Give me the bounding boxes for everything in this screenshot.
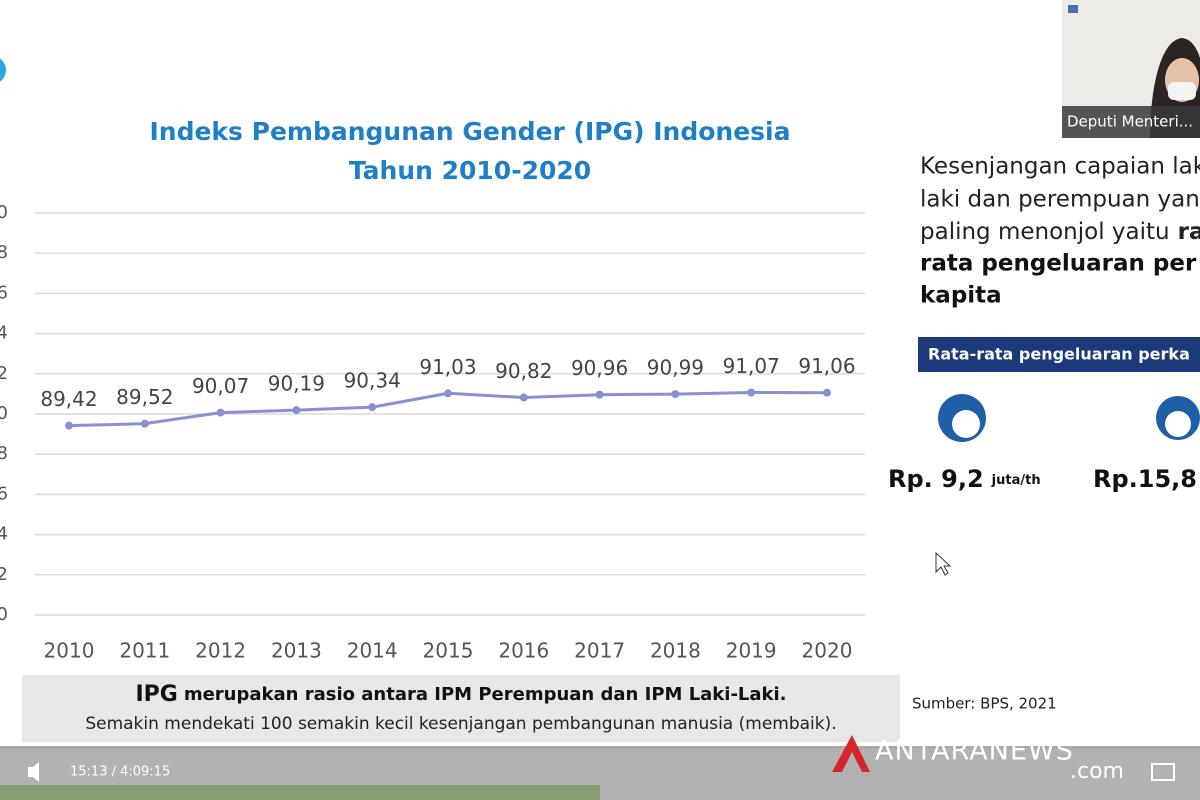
plot: 80 82 84 86 88 90 92 94 96 98 100 2010 2011 2012 2013 2…	[0, 202, 865, 663]
point	[823, 388, 831, 397]
time: 15:13 / 4:09:15	[70, 765, 170, 780]
webcam-label-bg	[1062, 106, 1200, 138]
x-tick-label: 2010	[44, 639, 95, 663]
x-tick-label: 2013	[271, 639, 322, 663]
data-label: 91,03	[419, 355, 476, 379]
y-tick-label: 88	[0, 443, 8, 464]
watermark-domain: .com	[1070, 759, 1124, 784]
female-amount: Rp. 9,2 juta/th	[888, 465, 1041, 493]
data-label: 91,07	[723, 354, 780, 378]
data-label: 90,19	[268, 372, 325, 396]
unit: juta/th	[991, 473, 1041, 488]
data-label: 90,34	[344, 369, 401, 393]
point	[292, 406, 301, 415]
x-tick-label: 2011	[119, 639, 170, 663]
point	[216, 408, 225, 417]
male-amount: Rp.15,8ju	[1093, 465, 1200, 493]
source: Sumber: BPS, 2021	[912, 695, 1057, 713]
note-lead: IPG	[135, 682, 177, 707]
note-text: Semakin mendekati 100 semakin kecil kese…	[85, 714, 836, 734]
y-tick-label: 80	[0, 604, 8, 625]
y-tick-label: 84	[0, 524, 8, 545]
sidebar-bold: rata pengeluaran per	[920, 251, 1197, 277]
sidebar-text: paling menonjol yaitu ra	[920, 219, 1200, 245]
sidebar-bold: kapita	[920, 283, 1002, 309]
data-label: 89,52	[116, 385, 173, 409]
x-tick-label: 2014	[347, 639, 398, 663]
y-tick-label: 92	[0, 363, 8, 384]
point	[747, 388, 756, 397]
chart-subtitle: Tahun 2010-2020	[349, 156, 591, 185]
point	[595, 390, 604, 399]
webcam-logo	[1068, 5, 1078, 13]
data-label: 89,42	[40, 387, 97, 411]
progress-track[interactable]	[0, 746, 1200, 749]
x-tick-label: 2020	[802, 639, 853, 663]
data-label: 90,99	[647, 356, 704, 380]
banner	[918, 337, 1200, 372]
x-tick-label: 2015	[423, 639, 474, 663]
speaker-name: Deputi Menteri...	[1067, 113, 1193, 131]
sidebar-text: laki dan perempuan yan	[920, 187, 1200, 213]
point	[368, 403, 377, 412]
y-tick-label: 82	[0, 564, 8, 585]
player-strip	[0, 785, 600, 800]
data-label: 90,82	[495, 359, 552, 383]
x-tick-label: 2016	[498, 639, 549, 663]
x-tick-label: 2017	[574, 639, 625, 663]
data-label: 90,07	[192, 374, 249, 398]
y-tick-label: 98	[0, 242, 8, 263]
y-tick-label: 94	[0, 323, 8, 344]
point	[65, 421, 73, 430]
cursor	[935, 551, 952, 576]
chart-title: Indeks Pembangunan Gender (IPG) Indonesi…	[149, 117, 790, 146]
y-tick-label: 96	[0, 282, 8, 303]
note-box	[22, 675, 900, 742]
y-tick-label: 90	[0, 403, 8, 424]
watermark: ANTARANEWS	[875, 736, 1074, 767]
note-text: merupakan rasio antara IPM Perempuan dan…	[184, 684, 787, 705]
point	[671, 390, 680, 399]
y-tick-label: 86	[0, 483, 8, 504]
data-label: 90,96	[571, 356, 628, 380]
x-tick-label: 2012	[195, 639, 246, 663]
logo-fragment	[0, 58, 6, 82]
x-tick-label: 2019	[726, 639, 777, 663]
sidebar-text: Kesenjangan capaian lak	[920, 154, 1200, 180]
webcam-mask	[1168, 82, 1196, 100]
sidebar-text: paling menonjol yaitu	[920, 219, 1170, 245]
point	[140, 419, 149, 428]
y-tick-label: 100	[0, 202, 8, 223]
data-label: 91,06	[798, 354, 855, 378]
volume-button[interactable]	[28, 762, 39, 782]
point	[444, 389, 452, 398]
female-icon-face	[952, 410, 980, 438]
banner-text: Rata-rata pengeluaran perka	[928, 345, 1190, 364]
note-line: IPG merupakan rasio antara IPM Perempuan …	[135, 682, 786, 707]
male-icon-face	[1165, 411, 1191, 437]
amount: Rp. 9,2	[888, 465, 984, 493]
pip-button[interactable]	[1151, 763, 1175, 781]
sidebar-bold: ra	[1178, 219, 1200, 245]
x-tick-label: 2018	[650, 639, 701, 663]
watermark-logo	[832, 735, 870, 772]
point	[519, 393, 528, 402]
amount: Rp.15,8	[1093, 465, 1197, 493]
